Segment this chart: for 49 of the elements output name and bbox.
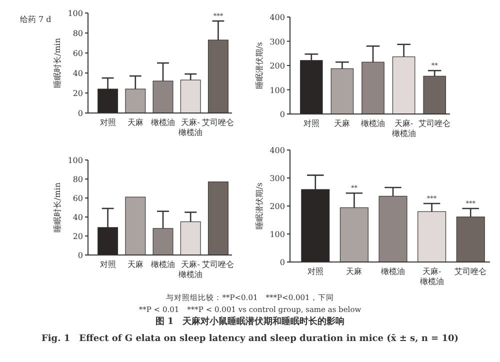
x-tick-label: 对照 (303, 119, 320, 128)
y-tick-label: 400 (270, 13, 285, 22)
x-tick-label: 天麻 (127, 260, 144, 269)
x-tick-label: 天麻- 橄榄油 (420, 267, 444, 286)
y-tick-label: 100 (68, 156, 83, 165)
y-tick-label: 40 (72, 69, 83, 78)
x-tick-label: 对照 (100, 260, 116, 269)
y-tick-label: 60 (72, 194, 83, 203)
y-tick-label: 200 (270, 202, 285, 211)
text: 给药 7 d (20, 15, 52, 24)
y-tick-label: 40 (72, 213, 83, 222)
y-axis-title: 睡眠时长/min (53, 182, 62, 232)
y-tick-label: 100 (270, 230, 285, 239)
x-tick-label: 天麻 (346, 267, 362, 276)
caption: 图 1 天麻对小鼠睡眠潜伏期和睡眠时长的影响 (155, 316, 345, 327)
y-tick-label: 100 (68, 9, 83, 18)
x-tick-label: 橄榄油 (151, 260, 175, 269)
x-tick-label: 对照 (100, 118, 116, 127)
y-tick-label: 300 (270, 174, 285, 183)
y-tick-label: 200 (270, 62, 285, 70)
x-tick-label: 艾司唑仑 (454, 267, 487, 276)
y-axis-title: 睡眠潜伏期/s (255, 182, 264, 230)
x-tick-label: 艾司唑仑 (418, 119, 451, 128)
x-tick-label: 天麻- 橄榄油 (178, 118, 203, 137)
x-tick-label: 橄榄油 (361, 119, 385, 128)
y-axis-title: 睡眠潜伏期/s (255, 42, 264, 89)
y-tick-label: 0 (78, 109, 83, 118)
x-tick-label: 橄榄油 (381, 267, 405, 276)
x-tick-label: 天麻 (127, 118, 144, 127)
y-tick-label: 100 (270, 86, 285, 95)
y-axis-title: 睡眠时长/min (53, 38, 62, 88)
x-tick-label: 天麻- 橄榄油 (392, 119, 416, 138)
caption: Fig. 1 Effect of G elata on sleep latency and sleep duration in mice (x̄ ± s, n = 10) (42, 334, 458, 344)
y-tick-label: 80 (72, 29, 83, 38)
x-tick-label: 艾司唑仑 (202, 260, 234, 269)
y-tick-label: 20 (72, 89, 83, 98)
x-tick-label: 天麻 (334, 119, 350, 128)
y-tick-label: 80 (72, 175, 83, 184)
y-tick-label: 300 (270, 37, 285, 46)
x-tick-label: 天麻- 橄榄油 (178, 260, 203, 279)
y-tick-label: 60 (72, 49, 83, 58)
y-tick-label: 0 (280, 110, 285, 119)
y-tick-label: 400 (270, 146, 285, 155)
y-tick-label: 20 (72, 232, 83, 241)
x-tick-label: 对照 (307, 267, 324, 276)
y-tick-label: 0 (78, 251, 83, 260)
y-tick-label: 0 (280, 258, 285, 267)
x-tick-label: 橄榄油 (151, 118, 175, 127)
x-tick-label: 艾司唑仑 (202, 118, 234, 127)
